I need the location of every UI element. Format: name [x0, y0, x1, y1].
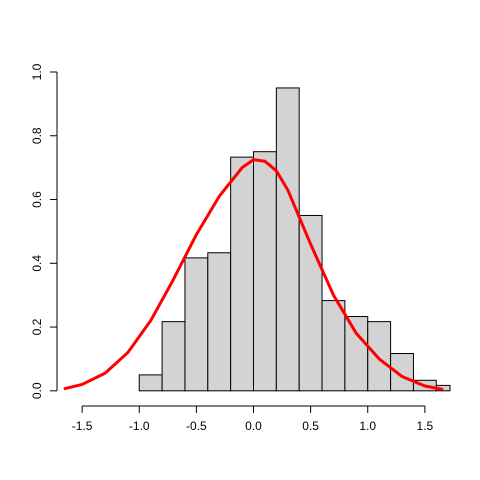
histogram-bar — [161, 321, 186, 392]
density-curve-layer — [63, 158, 444, 391]
y-tick-label: 1.0 — [30, 63, 44, 80]
histogram-bar — [138, 374, 163, 392]
x-tick-label: -1.5 — [72, 419, 93, 433]
x-tick-label: -1.0 — [129, 419, 150, 433]
x-tick-label: -0.5 — [186, 419, 207, 433]
y-tick-label: 0.0 — [30, 382, 44, 399]
histogram-bar — [321, 300, 346, 392]
y-tick-label: 0.4 — [30, 255, 44, 272]
y-tick-label: 0.8 — [30, 127, 44, 144]
histogram-bar — [275, 87, 300, 392]
x-axis: -1.5 -1.0 -0.5 0.0 0.5 1.0 1.5 — [72, 405, 434, 433]
histogram-bar — [367, 321, 392, 392]
histogram-bar — [390, 353, 414, 392]
y-axis: 0.0 0.2 0.4 0.6 0.8 1.0 — [30, 63, 58, 399]
density-curve — [63, 158, 444, 391]
histogram-bar — [184, 257, 209, 392]
histogram-bar — [344, 316, 369, 392]
histogram-bar — [230, 156, 255, 392]
x-tick-label: 1.0 — [359, 419, 376, 433]
x-tick-label: 0.0 — [245, 419, 262, 433]
x-tick-label: 0.5 — [302, 419, 319, 433]
y-tick-label: 0.6 — [30, 191, 44, 208]
histogram-bar — [207, 252, 232, 392]
histogram-bars — [138, 87, 451, 392]
x-tick-label: 1.5 — [417, 419, 434, 433]
histogram-bar — [253, 151, 277, 392]
y-tick-label: 0.2 — [30, 318, 44, 335]
